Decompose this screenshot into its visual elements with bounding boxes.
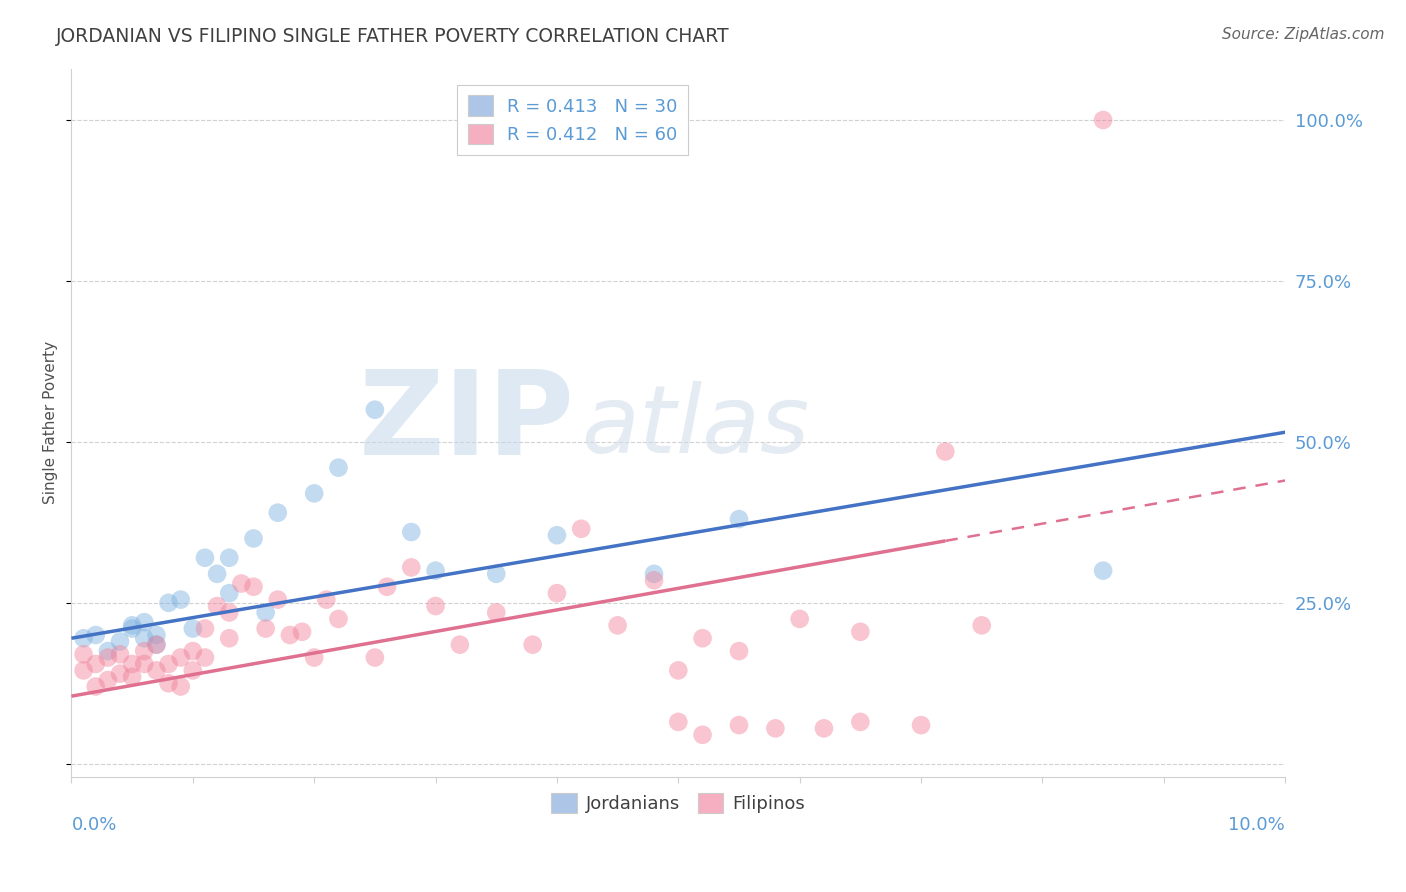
Point [375, 580, 398, 594]
Point [205, 566, 228, 581]
Point [364, 402, 387, 417]
Point [205, 599, 228, 613]
Point [789, 612, 811, 626]
Point [97, 650, 120, 665]
Point [108, 666, 131, 681]
Point [254, 606, 277, 620]
Point [302, 650, 325, 665]
Point [813, 722, 835, 736]
Point [849, 624, 872, 639]
Point [181, 664, 204, 678]
Point [425, 564, 447, 578]
Point [145, 638, 167, 652]
Point [643, 574, 665, 588]
Point [485, 606, 508, 620]
Y-axis label: Single Father Poverty: Single Father Poverty [44, 341, 58, 504]
Point [84, 680, 107, 694]
Point [254, 622, 277, 636]
Point [181, 622, 204, 636]
Point [134, 644, 156, 658]
Point [606, 618, 628, 632]
Point [145, 638, 167, 652]
Point [485, 566, 508, 581]
Point [910, 718, 932, 732]
Point [546, 528, 568, 542]
Point [546, 586, 568, 600]
Point [666, 664, 689, 678]
Point [84, 657, 107, 671]
Point [108, 634, 131, 648]
Text: atlas: atlas [581, 381, 810, 472]
Point [72, 631, 94, 645]
Point [242, 532, 264, 546]
Text: 0.0%: 0.0% [72, 815, 117, 833]
Point [425, 599, 447, 613]
Point [728, 718, 751, 732]
Point [267, 506, 290, 520]
Point [328, 460, 350, 475]
Point [121, 618, 143, 632]
Point [728, 512, 751, 526]
Point [170, 592, 193, 607]
Point [302, 486, 325, 500]
Point [242, 580, 264, 594]
Point [181, 644, 204, 658]
Point [1092, 564, 1115, 578]
Point [170, 680, 193, 694]
Point [218, 631, 240, 645]
Point [849, 714, 872, 729]
Point [218, 586, 240, 600]
Point [145, 664, 167, 678]
Point [121, 657, 143, 671]
Point [194, 650, 217, 665]
Point [763, 722, 786, 736]
Point [157, 657, 180, 671]
Point [134, 657, 156, 671]
Point [72, 664, 94, 678]
Point [328, 612, 350, 626]
Point [218, 550, 240, 565]
Point [97, 644, 120, 658]
Point [157, 676, 180, 690]
Point [522, 638, 544, 652]
Point [666, 714, 689, 729]
Point [934, 444, 956, 458]
Text: Source: ZipAtlas.com: Source: ZipAtlas.com [1222, 27, 1385, 42]
Point [194, 550, 217, 565]
Point [134, 615, 156, 629]
Point [401, 560, 423, 574]
Point [692, 728, 714, 742]
Point [121, 670, 143, 684]
Point [728, 644, 751, 658]
Point [108, 648, 131, 662]
Text: 10.0%: 10.0% [1229, 815, 1285, 833]
Point [970, 618, 993, 632]
Legend: Jordanians, Filipinos: Jordanians, Filipinos [544, 785, 813, 821]
Point [170, 650, 193, 665]
Point [278, 628, 301, 642]
Point [364, 650, 387, 665]
Point [291, 624, 314, 639]
Point [231, 576, 253, 591]
Text: JORDANIAN VS FILIPINO SINGLE FATHER POVERTY CORRELATION CHART: JORDANIAN VS FILIPINO SINGLE FATHER POVE… [56, 27, 730, 45]
Point [134, 631, 156, 645]
Point [401, 524, 423, 539]
Point [1092, 113, 1115, 128]
Point [194, 622, 217, 636]
Text: ZIP: ZIP [359, 365, 575, 480]
Point [692, 631, 714, 645]
Point [449, 638, 471, 652]
Point [157, 596, 180, 610]
Point [121, 622, 143, 636]
Point [643, 566, 665, 581]
Point [72, 648, 94, 662]
Point [218, 606, 240, 620]
Point [97, 673, 120, 687]
Point [569, 522, 592, 536]
Point [145, 628, 167, 642]
Point [84, 628, 107, 642]
Point [267, 592, 290, 607]
Point [315, 592, 337, 607]
